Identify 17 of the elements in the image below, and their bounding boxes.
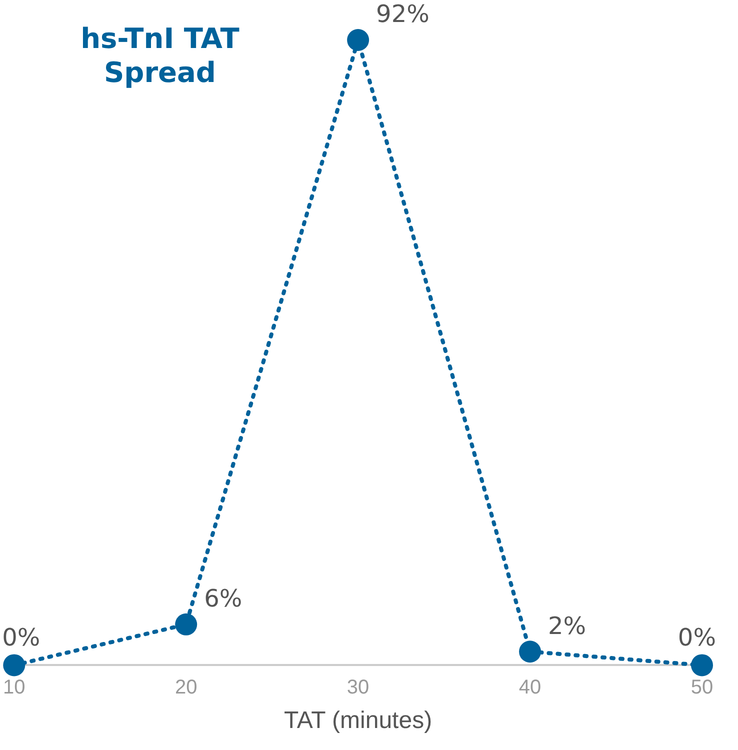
x-tick-label: 50 xyxy=(690,676,714,699)
x-axis-title: TAT (minutes) xyxy=(284,707,432,734)
point xyxy=(691,654,713,676)
point xyxy=(347,29,370,51)
point xyxy=(519,640,542,663)
data-label: 0% xyxy=(2,623,40,652)
x-tick-label: 20 xyxy=(174,676,198,699)
point xyxy=(175,613,198,636)
data-label: 6% xyxy=(204,584,242,613)
x-tick-label: 10 xyxy=(3,676,26,699)
data-label: 92% xyxy=(376,0,430,28)
data-label: 0% xyxy=(678,623,716,652)
point xyxy=(3,654,26,676)
x-tick-label: 30 xyxy=(346,676,370,699)
x-tick-label: 40 xyxy=(518,676,542,699)
data-label: 2% xyxy=(548,612,586,640)
chart-title: hs-TnI TAT Spread xyxy=(80,22,240,90)
